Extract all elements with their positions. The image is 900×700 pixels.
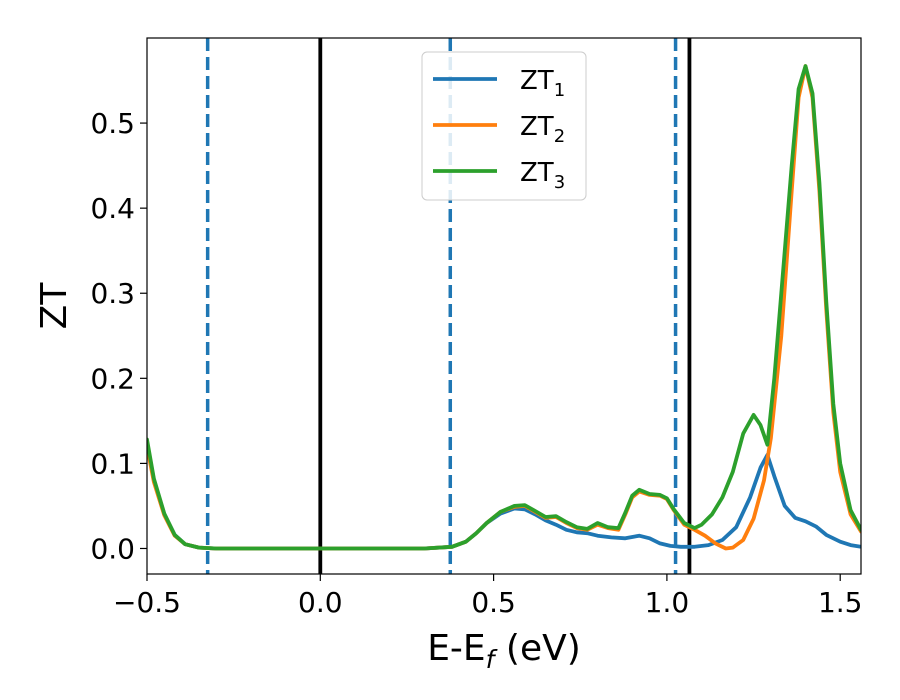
legend: ZT1 ZT2 ZT3 bbox=[421, 51, 587, 201]
series-layer bbox=[147, 64, 861, 551]
x-tick-label: 0.5 bbox=[471, 586, 516, 619]
y-tick-label: 0.4 bbox=[90, 192, 135, 225]
plot-frame bbox=[146, 37, 862, 575]
legend-label: ZT2 bbox=[520, 112, 565, 147]
y-tick-label: 0.3 bbox=[90, 277, 135, 310]
x-tick-label: −0.5 bbox=[113, 586, 181, 619]
x-tick-label: 1.0 bbox=[645, 586, 690, 619]
series-line-zt1 bbox=[147, 440, 861, 551]
y-axis: 0.0 0.1 0.2 0.3 0.4 0.5 bbox=[90, 107, 147, 565]
y-tick-label: 0.5 bbox=[90, 107, 135, 140]
legend-label: ZT1 bbox=[520, 66, 565, 101]
y-tick-label: 0.2 bbox=[90, 362, 135, 395]
x-tick-label: 0.0 bbox=[298, 586, 343, 619]
x-axis-label: E-Ef (eV) bbox=[427, 628, 581, 674]
vertical-reference-lines bbox=[205, 38, 692, 574]
series-line-zt3 bbox=[147, 64, 861, 551]
legend-box bbox=[421, 51, 587, 201]
x-axis: −0.5 0.0 0.5 1.0 1.5 bbox=[113, 574, 862, 619]
legend-label: ZT3 bbox=[520, 158, 565, 193]
y-tick-label: 0.0 bbox=[90, 532, 135, 565]
x-tick-label: 1.5 bbox=[818, 586, 863, 619]
y-tick-label: 0.1 bbox=[90, 447, 135, 480]
y-axis-label: ZT bbox=[34, 282, 75, 330]
